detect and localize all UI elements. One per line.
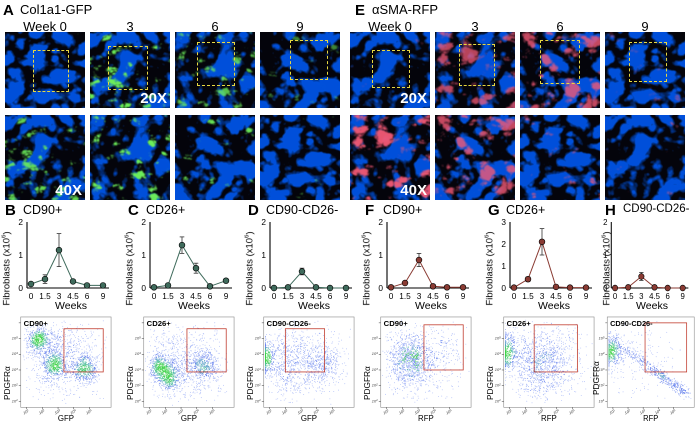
svg-text:1: 1	[261, 250, 266, 260]
svg-text:GFP: GFP	[58, 414, 74, 423]
svg-text:102: 102	[38, 408, 46, 415]
svg-text:105: 105	[135, 335, 141, 340]
svg-text:CD26+: CD26+	[147, 319, 172, 328]
svg-text:0: 0	[261, 283, 266, 293]
svg-text:2: 2	[261, 217, 266, 227]
svg-text:1: 1	[141, 250, 146, 260]
svg-text:0: 0	[603, 284, 608, 293]
svg-text:105: 105	[208, 408, 216, 415]
svg-text:CD90+: CD90+	[24, 319, 49, 328]
svg-text:103: 103	[12, 367, 18, 372]
svg-text:2: 2	[501, 239, 506, 249]
svg-text:1: 1	[18, 250, 23, 260]
svg-text:0: 0	[501, 283, 506, 293]
svg-text:102: 102	[12, 382, 18, 387]
svg-text:101: 101	[22, 408, 30, 415]
svg-text:104: 104	[135, 351, 141, 356]
svg-text:0: 0	[141, 283, 146, 293]
svg-text:102: 102	[135, 382, 141, 387]
svg-text:101: 101	[12, 398, 18, 403]
svg-text:3: 3	[501, 217, 506, 227]
svg-text:102: 102	[161, 408, 169, 415]
svg-text:105: 105	[12, 335, 18, 340]
svg-text:103: 103	[135, 367, 141, 372]
svg-text:2: 2	[378, 217, 383, 227]
svg-text:0: 0	[18, 283, 23, 293]
svg-text:0: 0	[378, 283, 383, 293]
svg-text:101: 101	[145, 408, 153, 415]
svg-text:2: 2	[603, 218, 608, 227]
svg-text:GFP: GFP	[181, 414, 197, 423]
svg-text:104: 104	[12, 351, 18, 356]
svg-text:2: 2	[141, 217, 146, 227]
svg-text:2: 2	[18, 217, 23, 227]
svg-text:101: 101	[135, 398, 141, 403]
svg-text:1: 1	[378, 250, 383, 260]
svg-text:1: 1	[603, 251, 608, 260]
svg-text:1: 1	[501, 261, 506, 271]
svg-text:105: 105	[85, 408, 93, 415]
